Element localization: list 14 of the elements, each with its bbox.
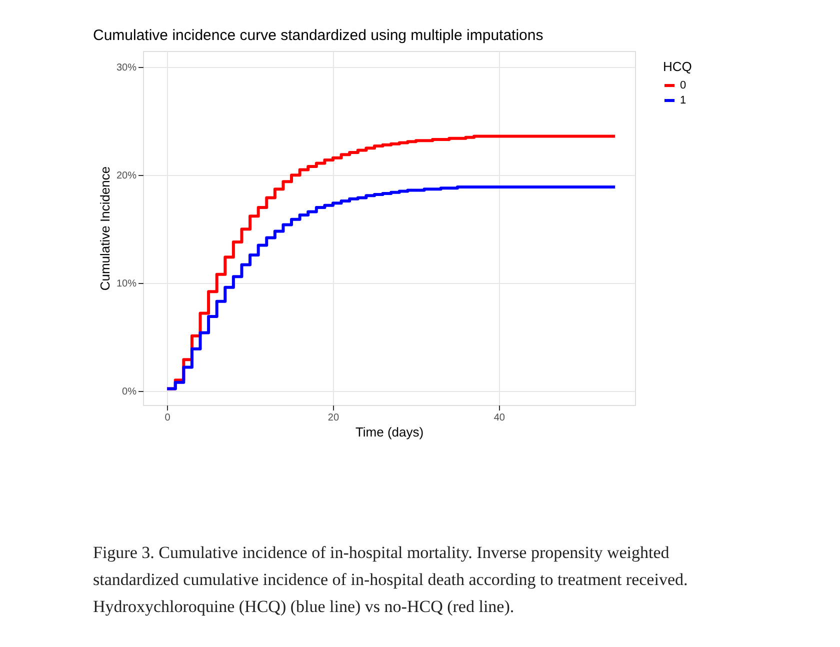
y-tick-label: 30% (116, 62, 137, 74)
legend-label: 1 (680, 94, 686, 106)
legend-title: HCQ (663, 59, 692, 74)
caption: Figure 3. Cumulative incidence of in-hospital mortality. Inverse propensity weighted standardized cumulative incidence of in-hospital death according to treatment received. Hydroxychloroquine (HCQ) (blue line) vs no-HCQ (red line). (93, 543, 688, 616)
legend-label: 0 (680, 80, 686, 92)
x-tick-label: 20 (328, 412, 340, 424)
y-tick-label: 20% (116, 170, 137, 182)
x-tick-label: 0 (164, 412, 171, 424)
y-tick-label: 10% (116, 278, 137, 290)
y-tick-label: 0% (122, 386, 137, 398)
x-axis-title: Time (days) (355, 424, 424, 440)
x-tick-label: 40 (494, 412, 506, 424)
chart-title: Cumulative incidence curve standardized using multiple imputations (93, 27, 544, 44)
y-axis-title: Cumulative Incidence (97, 166, 112, 291)
